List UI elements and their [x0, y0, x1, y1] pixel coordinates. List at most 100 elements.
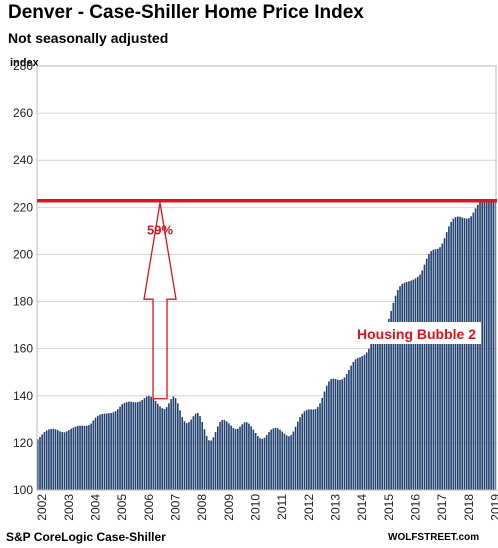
bar [252, 429, 255, 490]
bar [101, 413, 104, 490]
bar [99, 414, 101, 490]
bar [350, 365, 352, 490]
bar [241, 424, 244, 490]
bar [114, 411, 117, 490]
bar [301, 413, 304, 490]
bar [54, 429, 57, 490]
bar [237, 428, 239, 490]
bar [94, 417, 97, 490]
bar [441, 243, 444, 490]
bar [492, 200, 495, 490]
bar [270, 429, 272, 490]
bar [330, 379, 332, 490]
bar [445, 232, 448, 490]
bar [450, 221, 452, 490]
bar [81, 425, 84, 490]
x-tick-label: 2009 [222, 494, 236, 521]
bar [479, 202, 481, 490]
bar [388, 318, 390, 490]
bar [183, 421, 186, 490]
bar [165, 407, 168, 490]
bar [234, 429, 237, 490]
y-tick-label: 220 [13, 200, 33, 214]
y-tick-label: 120 [13, 436, 33, 450]
bars [37, 200, 497, 491]
bar [465, 218, 468, 490]
bar [414, 278, 417, 490]
bar [419, 274, 421, 490]
bar [110, 412, 112, 490]
bar [272, 428, 275, 490]
bar [385, 324, 388, 490]
bar [392, 302, 395, 490]
bar [199, 416, 201, 490]
bar [77, 425, 79, 490]
bar [368, 348, 370, 490]
x-tick-label: 2013 [329, 494, 343, 521]
bar [417, 276, 419, 490]
bar [474, 208, 477, 490]
bar [61, 432, 64, 490]
bar [341, 379, 344, 490]
bar [59, 431, 61, 490]
bar [332, 378, 335, 490]
bar [430, 251, 432, 490]
bar [50, 428, 52, 490]
x-tick-labels: 2002 2003 2004 2005 2006 2007 2008 2009 2010 2011… [35, 494, 498, 521]
bar [308, 409, 310, 490]
bar [343, 377, 346, 490]
bar [123, 402, 126, 490]
bar [177, 403, 179, 490]
bar [370, 343, 372, 490]
bar [261, 438, 264, 490]
bar [85, 425, 88, 490]
bar [150, 396, 152, 490]
bar [483, 200, 486, 490]
bar [390, 310, 392, 490]
bar [470, 216, 472, 490]
bar [225, 421, 228, 490]
bar [401, 283, 404, 490]
x-tick-label: 2015 [382, 494, 396, 521]
x-tick-label: 2002 [35, 494, 49, 521]
bar [305, 409, 308, 490]
bar [452, 218, 455, 490]
bar [405, 282, 408, 490]
bar [208, 440, 210, 490]
bar [274, 427, 277, 490]
plot-frame [36, 65, 497, 491]
bar [457, 216, 459, 490]
bar [283, 433, 286, 490]
bar [463, 218, 466, 491]
bar [434, 249, 437, 490]
source-label: S&P CoreLogic Case-Shiller [6, 530, 166, 544]
bar [43, 432, 46, 490]
bar [68, 430, 70, 490]
bar [139, 401, 141, 490]
bar [214, 432, 217, 490]
bar [379, 329, 381, 490]
bar [394, 295, 397, 490]
bar [148, 395, 150, 490]
bar [352, 361, 355, 490]
bar [245, 422, 248, 490]
bar [74, 426, 77, 490]
bar [279, 429, 281, 490]
bar [288, 436, 290, 490]
bar [481, 200, 484, 491]
bar [345, 374, 348, 490]
bar [439, 247, 441, 490]
bar [134, 402, 137, 490]
bar [374, 334, 377, 490]
bar [372, 338, 375, 490]
bar [105, 413, 108, 490]
bar [412, 279, 415, 490]
y-tick-label: 180 [13, 295, 33, 309]
bar [397, 290, 399, 490]
bar [361, 356, 364, 490]
housing-bubble-label: Housing Bubble 2 [357, 326, 476, 342]
bar [194, 413, 197, 490]
x-tick-label: 2014 [355, 494, 369, 521]
bar [437, 248, 439, 490]
bar [210, 440, 212, 490]
